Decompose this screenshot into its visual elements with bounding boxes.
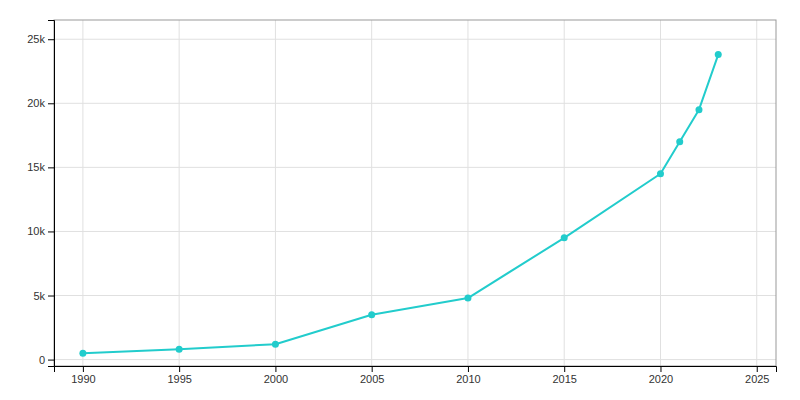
tick: 25k (27, 33, 54, 45)
tick: 1990 (71, 366, 95, 385)
tick: 5k (33, 290, 54, 302)
axis-line (55, 367, 777, 373)
grid-line-y (54, 359, 776, 360)
grid-line-y (54, 39, 776, 40)
point (272, 341, 279, 348)
grid-line-y (54, 103, 776, 104)
tick-label: 5k (33, 290, 45, 302)
grid-line-x (756, 20, 757, 366)
tick-label: 2010 (456, 373, 480, 385)
grid-line-x (179, 20, 180, 366)
tick: 2020 (649, 366, 673, 385)
tick-label: 2000 (264, 373, 288, 385)
axis-line (48, 21, 55, 367)
point (715, 51, 722, 58)
grid (54, 20, 776, 366)
chart-svg: 1990 1995 2000 2005 2010 2015 2020 2025 0 5k 10k 15… (0, 0, 800, 400)
tick-mark (48, 296, 54, 297)
y-axis: 0 5k 10k 15k 20k 25k (27, 21, 54, 367)
series-group (79, 51, 721, 357)
tick-mark (83, 366, 84, 372)
tick-label: 1995 (167, 373, 191, 385)
tick-mark (48, 103, 54, 104)
point (657, 170, 664, 177)
tick: 2010 (456, 366, 480, 385)
tick: 2000 (264, 366, 288, 385)
grid-line-y (54, 231, 776, 232)
tick: 10k (27, 225, 54, 237)
plot-area: 1990 1995 2000 2005 2010 2015 2020 2025 0 5k 10k 15… (27, 20, 776, 385)
tick-mark (757, 366, 758, 372)
grid-line-y (54, 167, 776, 168)
tick-mark (275, 366, 276, 372)
tick-label: 1990 (71, 373, 95, 385)
grid-line-x (564, 20, 565, 366)
tick-label: 25k (27, 33, 45, 45)
tick-label: 2020 (649, 373, 673, 385)
tick: 2005 (360, 366, 384, 385)
tick-mark (468, 366, 469, 372)
tick-label: 2015 (552, 373, 576, 385)
tick-mark (372, 366, 373, 372)
grid-line-x (467, 20, 468, 366)
tick-mark (48, 231, 54, 232)
point (368, 311, 375, 318)
grid-line-x (660, 20, 661, 366)
line (83, 55, 718, 354)
x-axis: 1990 1995 2000 2005 2010 2015 2020 2025 (55, 366, 777, 385)
tick-label: 15k (27, 161, 45, 173)
tick-mark (179, 366, 180, 372)
grid-line-y (54, 295, 776, 296)
tick: 2025 (745, 366, 769, 385)
tick: 1995 (167, 366, 191, 385)
tick: 0 (39, 354, 54, 366)
tick: 2015 (552, 366, 576, 385)
tick-label: 2005 (360, 373, 384, 385)
point (561, 234, 568, 241)
grid-line-x (82, 20, 83, 366)
point (464, 295, 471, 302)
point (695, 106, 702, 113)
tick-mark (660, 366, 661, 372)
tick: 15k (27, 161, 54, 173)
point (176, 346, 183, 353)
plot-frame (54, 20, 776, 366)
point (676, 138, 683, 145)
grid-line-x (275, 20, 276, 366)
tick: 20k (27, 97, 54, 109)
tick-mark (48, 360, 54, 361)
point (79, 350, 86, 357)
tick-mark (564, 366, 565, 372)
tick-label: 20k (27, 97, 45, 109)
tick-label: 2025 (745, 373, 769, 385)
tick-mark (48, 39, 54, 40)
tick-label: 10k (27, 225, 45, 237)
tick-mark (48, 167, 54, 168)
tick-label: 0 (39, 354, 45, 366)
